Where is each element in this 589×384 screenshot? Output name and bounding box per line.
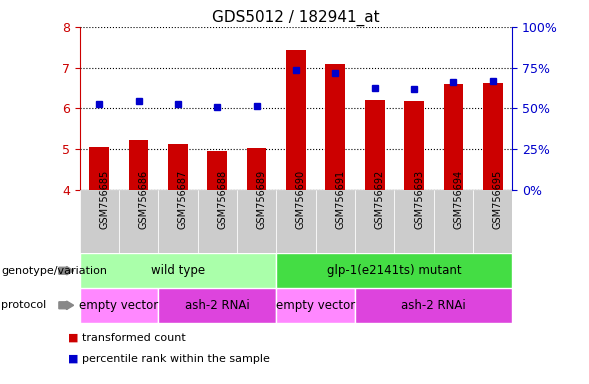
FancyBboxPatch shape [80, 190, 119, 253]
FancyBboxPatch shape [434, 190, 473, 253]
Text: GSM756687: GSM756687 [178, 170, 188, 229]
Bar [365, 100, 385, 190]
FancyBboxPatch shape [119, 190, 158, 253]
FancyBboxPatch shape [237, 190, 276, 253]
Text: glp-1(e2141ts) mutant: glp-1(e2141ts) mutant [327, 264, 462, 277]
FancyBboxPatch shape [395, 190, 434, 253]
Text: GSM756685: GSM756685 [99, 170, 109, 229]
Title: GDS5012 / 182941_at: GDS5012 / 182941_at [212, 9, 380, 25]
Text: wild type: wild type [151, 264, 205, 277]
Text: empty vector: empty vector [80, 299, 158, 312]
Text: GSM756694: GSM756694 [454, 170, 464, 229]
FancyBboxPatch shape [473, 190, 512, 253]
Text: ■: ■ [68, 333, 78, 343]
Bar [444, 84, 463, 190]
Text: GSM756695: GSM756695 [493, 170, 503, 229]
Bar [247, 148, 266, 190]
Text: GSM756691: GSM756691 [335, 170, 345, 229]
FancyBboxPatch shape [158, 288, 276, 323]
FancyBboxPatch shape [355, 190, 395, 253]
FancyBboxPatch shape [80, 253, 276, 288]
Bar [129, 140, 148, 190]
Text: transformed count: transformed count [82, 333, 186, 343]
Text: GSM756693: GSM756693 [414, 170, 424, 229]
Text: GSM756689: GSM756689 [257, 170, 267, 229]
Bar [404, 101, 424, 190]
FancyBboxPatch shape [316, 190, 355, 253]
Text: protocol: protocol [1, 300, 47, 310]
Bar [90, 147, 109, 190]
FancyBboxPatch shape [158, 190, 197, 253]
Text: GSM756692: GSM756692 [375, 170, 385, 229]
Text: GSM756686: GSM756686 [138, 170, 148, 229]
FancyBboxPatch shape [276, 190, 316, 253]
Text: ash-2 RNAi: ash-2 RNAi [401, 299, 466, 312]
Text: percentile rank within the sample: percentile rank within the sample [82, 354, 270, 364]
Text: ash-2 RNAi: ash-2 RNAi [185, 299, 250, 312]
Bar [483, 83, 502, 190]
Text: GSM756690: GSM756690 [296, 170, 306, 229]
FancyBboxPatch shape [276, 253, 512, 288]
Bar [326, 64, 345, 190]
Bar [286, 50, 306, 190]
Text: ■: ■ [68, 354, 78, 364]
Text: genotype/variation: genotype/variation [1, 266, 107, 276]
Bar [207, 151, 227, 190]
FancyBboxPatch shape [197, 190, 237, 253]
FancyBboxPatch shape [80, 288, 158, 323]
FancyBboxPatch shape [355, 288, 512, 323]
Bar [168, 144, 188, 190]
FancyBboxPatch shape [276, 288, 355, 323]
Text: GSM756688: GSM756688 [217, 170, 227, 229]
Text: empty vector: empty vector [276, 299, 355, 312]
